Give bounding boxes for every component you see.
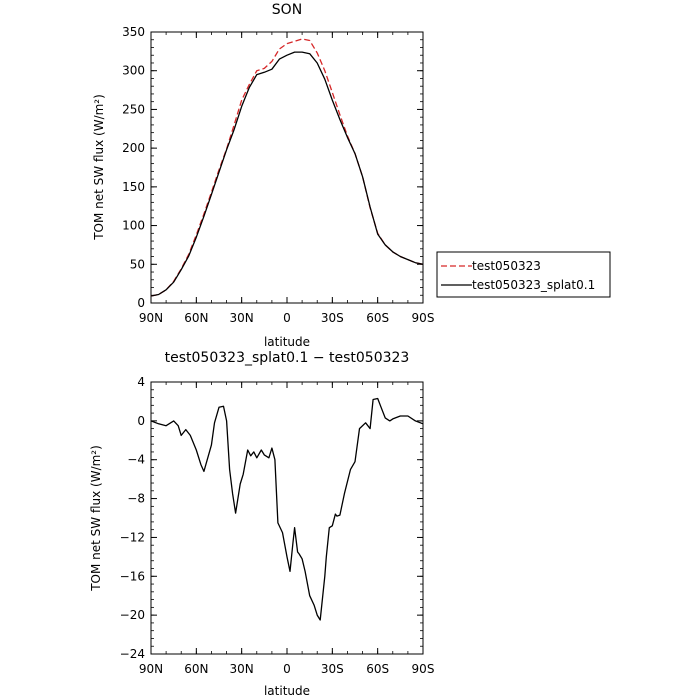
bottom-series-lines <box>150 397 424 621</box>
top-plot-frame <box>150 31 424 304</box>
x-tick-label: 90N <box>139 662 163 676</box>
y-tick-label: −12 <box>120 530 145 544</box>
y-tick-label: 0 <box>137 414 145 428</box>
x-tick-label: 60N <box>184 311 208 325</box>
y-tick-label: −16 <box>120 569 145 583</box>
x-tick-label: 90S <box>412 311 435 325</box>
series-line-test050323-splat0-1 <box>150 51 424 297</box>
x-tick-label: 0 <box>283 662 291 676</box>
bottom-chart: test050323_splat0.1 − test050323 TOM net… <box>89 350 434 698</box>
y-tick-label: 300 <box>122 64 145 78</box>
x-tick-label: 30N <box>230 662 254 676</box>
bottom-plot-frame <box>150 381 424 655</box>
y-tick-label: 4 <box>137 375 145 389</box>
y-tick-label: −20 <box>120 608 145 622</box>
y-tick-label: −24 <box>120 647 145 661</box>
legend-box <box>436 251 611 298</box>
top-y-axis-label: TOM net SW flux (W/m²) <box>92 94 106 241</box>
y-tick-label: 350 <box>122 25 145 39</box>
bottom-x-axis-label: latitude <box>264 684 310 698</box>
top-x-axis-label: latitude <box>264 335 310 349</box>
y-tick-label: 0 <box>137 296 145 310</box>
y-tick-label: 150 <box>122 180 145 194</box>
legend-label-test050323-splat: test050323_splat0.1 <box>472 278 595 292</box>
series-line-test050323 <box>150 38 424 297</box>
x-tick-label: 0 <box>283 311 291 325</box>
x-tick-label: 60S <box>366 662 389 676</box>
bottom-chart-title: test050323_splat0.1 − test050323 <box>165 350 410 366</box>
top-chart: SON TOM net SW flux (W/m²) latitude 0 50 1… <box>92 2 434 349</box>
bottom-y-axis-label: TOM net SW flux (W/m²) <box>89 445 103 592</box>
bottom-axis-ticks: −24 −20 −16 −12 −8 −4 0 4 90N 60N 30N 0 30S 60S 90S <box>120 375 435 676</box>
y-tick-label: 100 <box>122 219 145 233</box>
y-tick-label: 250 <box>122 102 145 116</box>
series-line-difference <box>150 397 424 621</box>
top-axis-ticks: 0 50 100 150 200 250 300 350 90N 60N 30N 0 30S 60S 90S <box>122 25 434 325</box>
legend-label-test050323: test050323 <box>472 259 541 273</box>
y-tick-label: 200 <box>122 141 145 155</box>
x-tick-label: 60S <box>366 311 389 325</box>
x-tick-label: 30S <box>321 311 344 325</box>
x-tick-label: 90N <box>139 311 163 325</box>
top-chart-title: SON <box>272 2 302 18</box>
x-tick-label: 60N <box>184 662 208 676</box>
x-tick-label: 30N <box>230 311 254 325</box>
y-tick-label: −4 <box>127 453 145 467</box>
top-series-lines <box>150 38 424 297</box>
legend: test050323 test050323_splat0.1 <box>436 251 611 298</box>
x-tick-label: 90S <box>412 662 435 676</box>
y-tick-label: −8 <box>127 492 145 506</box>
y-tick-label: 50 <box>130 257 145 271</box>
x-tick-label: 30S <box>321 662 344 676</box>
